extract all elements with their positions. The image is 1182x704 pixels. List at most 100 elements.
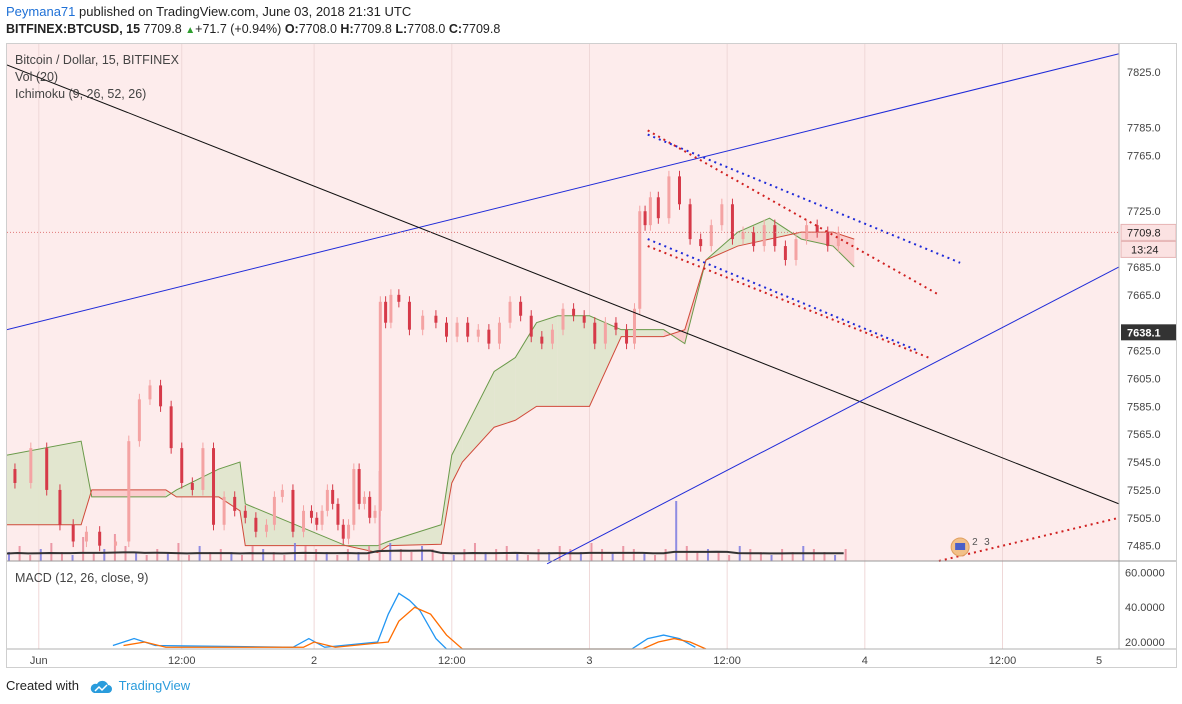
- volume-bar: [219, 549, 222, 561]
- candle-body: [455, 322, 459, 337]
- time-tick-label: 12:00: [713, 655, 741, 667]
- volume-bar: [526, 555, 529, 561]
- time-tick-label: 5: [1096, 655, 1102, 667]
- volume-bar: [145, 555, 148, 561]
- ichimoku-cloud-segment: [589, 315, 622, 407]
- volume-bar: [834, 555, 837, 561]
- low-value: 7708.0: [407, 22, 446, 36]
- countdown-box: [1120, 240, 1176, 258]
- macd-tick-label: 20.0000: [1125, 637, 1165, 649]
- volume-bar: [579, 552, 582, 561]
- volume-bar: [706, 549, 709, 561]
- macd-series-line: [123, 606, 707, 650]
- volume-bar: [336, 555, 339, 561]
- candle-body: [487, 329, 491, 344]
- candle-body: [84, 531, 88, 542]
- volume-bar: [156, 549, 159, 561]
- volume-bar: [770, 555, 773, 561]
- candle-body: [212, 448, 216, 525]
- candle-body: [466, 322, 470, 337]
- volume-bar: [452, 555, 455, 561]
- macd-tick-label: 40.0000: [1125, 602, 1165, 614]
- volume-bar: [844, 549, 847, 561]
- ichimoku-cloud-segment: [557, 315, 590, 407]
- volume-bar: [664, 549, 667, 561]
- volume-bar: [675, 501, 678, 561]
- volume-bar: [177, 543, 180, 561]
- volume-bar: [410, 552, 413, 561]
- volume-bar: [357, 552, 360, 561]
- volume-bar: [240, 555, 243, 561]
- trendline: [7, 53, 1120, 331]
- event-flag-icon-stripe: [955, 543, 966, 550]
- volume-bar: [103, 549, 106, 561]
- candle-body: [384, 301, 388, 323]
- volume-bar: [50, 543, 53, 561]
- volume-bar: [781, 549, 784, 561]
- volume-bar: [654, 555, 657, 561]
- price-chart[interactable]: 7825.0 7785.0 7765.0 7725.0 7685.0 7665.0 7625…: [7, 44, 1177, 668]
- volume-bar: [113, 534, 116, 561]
- publish-info: published on TradingView.com, June 03, 2…: [79, 4, 412, 19]
- price-tick-label: 7765.0: [1127, 150, 1161, 162]
- candle-body: [362, 496, 366, 504]
- volume-bar: [442, 552, 445, 561]
- volume-bar: [643, 552, 646, 561]
- candle-body: [561, 308, 565, 330]
- time-tick-label: 12:00: [438, 655, 466, 667]
- volume-bar: [759, 552, 762, 561]
- candle-body: [114, 541, 118, 546]
- candle-body: [815, 225, 819, 233]
- author-link[interactable]: Peymana71: [6, 4, 76, 19]
- time-tick-label: 3: [586, 655, 592, 667]
- price-tick-label: 7785.0: [1127, 123, 1161, 135]
- candle-body: [347, 524, 351, 539]
- price-label-box: [1120, 223, 1176, 241]
- candle-body: [309, 510, 313, 518]
- up-arrow-icon: ▲: [185, 25, 196, 36]
- price-tick-label: 7725.0: [1127, 206, 1161, 218]
- time-tick-label: 2: [311, 655, 317, 667]
- ichimoku-cloud-segment: [388, 524, 442, 546]
- candle-body: [407, 301, 411, 330]
- volume-bar: [431, 549, 434, 561]
- candle-body: [222, 496, 226, 525]
- level-label: 7638.1: [1127, 327, 1161, 339]
- candle-body: [159, 385, 163, 407]
- candle-body: [794, 239, 798, 260]
- candle-body: [572, 308, 576, 316]
- volume-bar: [29, 555, 32, 561]
- candle-body: [320, 510, 324, 525]
- macd-legend: MACD (12, 26, close, 9): [15, 571, 149, 585]
- price-tick-label: 7665.0: [1127, 290, 1161, 302]
- volume-bar: [611, 552, 614, 561]
- candle-body: [677, 176, 681, 205]
- candle-body: [272, 496, 276, 525]
- volume-bar: [537, 549, 540, 561]
- chart-frame[interactable]: 7825.0 7785.0 7765.0 7725.0 7685.0 7665.0 7625…: [6, 43, 1177, 668]
- tradingview-link[interactable]: TradingView: [118, 678, 191, 693]
- volume-bar: [166, 552, 169, 561]
- trendline: [647, 129, 940, 296]
- candle-body: [397, 294, 401, 302]
- price-tick-label: 7625.0: [1127, 346, 1161, 358]
- time-tick-label: 12:00: [168, 655, 196, 667]
- candle-body: [741, 232, 745, 240]
- volume-bar: [463, 549, 466, 561]
- price-tick-label: 7585.0: [1127, 401, 1161, 413]
- last-price: 7709.8: [143, 22, 182, 36]
- candle-body: [762, 225, 766, 247]
- candle-body: [243, 510, 247, 518]
- candle-body: [325, 489, 329, 511]
- candle-body: [201, 448, 205, 490]
- trendline: [546, 266, 1120, 565]
- candle-body: [373, 510, 377, 518]
- price-tick-label: 7825.0: [1127, 67, 1161, 79]
- ohlc-line: BITFINEX:BTCUSD, 15 7709.8 ▲+71.7 (+0.94…: [6, 22, 500, 36]
- candle-body: [582, 315, 586, 323]
- event-number: 2: [972, 537, 978, 548]
- candle-body: [291, 489, 295, 532]
- candle-body: [331, 489, 335, 504]
- close-label: C:: [448, 22, 463, 36]
- candle-body: [805, 225, 809, 240]
